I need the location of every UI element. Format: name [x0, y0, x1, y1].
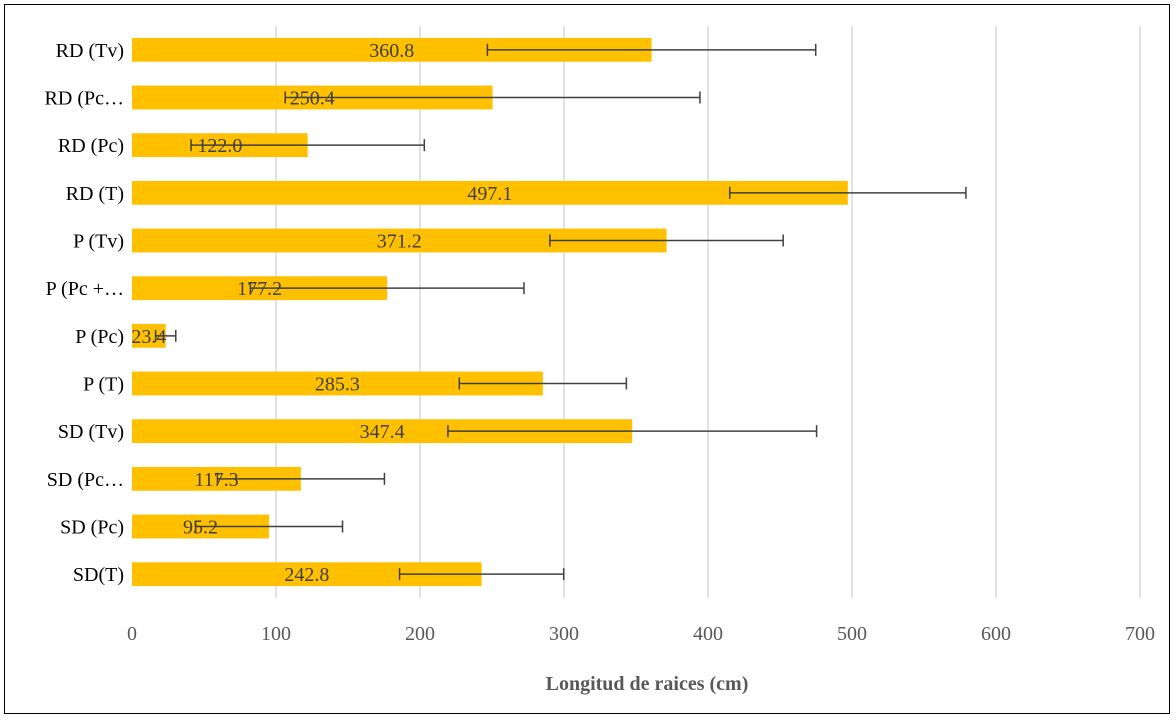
data-label: 285.3 — [315, 374, 360, 396]
error-bar — [458, 377, 628, 390]
bar — [132, 466, 301, 491]
category-label: RD (Pc… — [45, 88, 124, 110]
bar — [132, 371, 543, 396]
error-bar — [194, 520, 344, 533]
category-label: SD (Pc… — [47, 469, 124, 491]
gridlines — [275, 26, 1141, 598]
data-label: 371.2 — [377, 231, 422, 253]
data-label: 242.8 — [284, 564, 329, 586]
data-label: 250.4 — [290, 88, 335, 110]
category-label: RD (Pc) — [58, 135, 124, 157]
category-label: SD (Tv) — [58, 421, 124, 443]
error-bar — [190, 139, 426, 152]
x-tick-label: 100 — [261, 623, 291, 645]
category-label: RD (Tv) — [56, 40, 124, 62]
x-tick-label: 600 — [981, 623, 1011, 645]
bar — [132, 562, 482, 587]
category-label: P (Pc) — [75, 326, 124, 348]
x-tick-labels: 0 100 200 300 400 500 600 700 — [127, 623, 1155, 645]
category-label: P (Tv) — [73, 231, 124, 253]
x-tick-label: 400 — [693, 623, 723, 645]
bar — [132, 323, 166, 348]
error-bar — [398, 568, 565, 581]
category-label: RD (T) — [66, 183, 124, 205]
error-bar — [154, 329, 177, 342]
error-bar — [249, 282, 525, 295]
x-tick-label: 700 — [1125, 623, 1155, 645]
category-label: P (T) — [83, 374, 124, 396]
x-tick-label: 500 — [837, 623, 867, 645]
data-label: 95.2 — [183, 517, 218, 539]
error-bar — [216, 472, 386, 485]
bar — [132, 180, 848, 205]
bar — [132, 37, 652, 62]
data-label: 347.4 — [360, 421, 405, 443]
error-bar — [447, 425, 818, 438]
data-labels: 360.8 250.4 122.0 497.1 371.2 177.2 23.4 285.3 3… — [131, 40, 512, 586]
error-bar — [284, 91, 701, 104]
bar — [132, 228, 667, 253]
x-tick-label: 300 — [549, 623, 579, 645]
category-label: P (Pc +… — [46, 278, 124, 300]
error-bars — [154, 43, 967, 581]
x-tick-label: 200 — [405, 623, 435, 645]
category-labels: RD (Tv) RD (Pc… RD (Pc) RD (T) P (Tv) P (Pc +… — [45, 40, 124, 586]
category-label: SD(T) — [73, 564, 124, 586]
category-label: SD (Pc) — [60, 517, 124, 539]
bar — [132, 419, 633, 444]
data-label: 360.8 — [369, 40, 414, 62]
x-axis-title: Longitud de raices (cm) — [546, 673, 749, 695]
data-label: 23.4 — [131, 326, 166, 348]
data-label: 117.3 — [194, 469, 238, 491]
chart-frame — [4, 4, 1170, 714]
x-tick-label: 0 — [127, 623, 137, 645]
error-bar — [728, 186, 967, 199]
data-label: 497.1 — [467, 183, 512, 205]
bars — [132, 37, 848, 587]
data-label: 177.2 — [237, 278, 282, 300]
data-label: 122.0 — [197, 135, 242, 157]
error-bar — [549, 234, 784, 247]
error-bar — [486, 43, 817, 56]
